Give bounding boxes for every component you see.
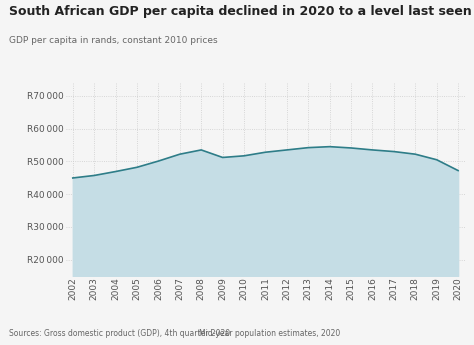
Text: South African GDP per capita declined in 2020 to a level last seen in 2005: South African GDP per capita declined in… <box>9 5 474 18</box>
Text: GDP per capita in rands, constant 2010 prices: GDP per capita in rands, constant 2010 p… <box>9 36 218 45</box>
Text: Mid-year population estimates, 2020: Mid-year population estimates, 2020 <box>199 329 340 338</box>
Text: Sources: Gross domestic product (GDP), 4th quarter 2020: Sources: Gross domestic product (GDP), 4… <box>9 329 231 338</box>
